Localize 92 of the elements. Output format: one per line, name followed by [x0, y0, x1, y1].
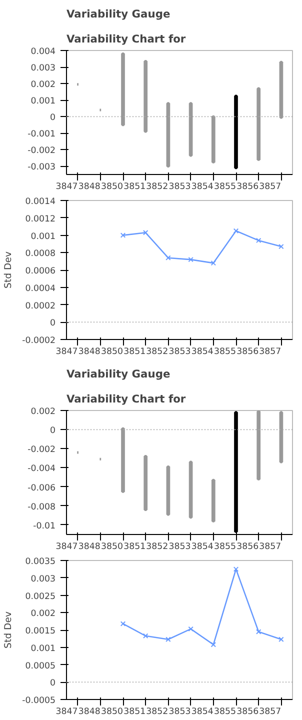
y-tick-label: 0 — [50, 318, 56, 329]
chart-title: Variability Gauge — [66, 368, 170, 380]
x-tick-label: 3855 — [214, 542, 236, 552]
x-tick-label: 3854 — [191, 707, 214, 717]
y-tick-label: 0.001 — [30, 644, 56, 654]
y-tick-label: 0.0008 — [25, 249, 56, 260]
y-tick-label: -0.0005 — [22, 696, 56, 706]
point — [166, 255, 171, 260]
x-tick-label: 3851 — [124, 347, 146, 357]
x-tick-label: 3847 — [56, 542, 78, 552]
y-tick-label: 0.0014 — [25, 197, 56, 207]
x-tick-label: 3855 — [214, 707, 236, 717]
x-tick-label: 3856 — [236, 347, 259, 357]
y-tick-label: 0.002 — [30, 609, 56, 620]
y-tick-label: 0.001 — [30, 96, 56, 107]
y-tick-label: 0.0004 — [25, 284, 56, 294]
x-tick-label: 3857 — [259, 347, 282, 357]
y-axis-title: Std Dev — [3, 611, 14, 648]
y-tick-label: 0.004 — [30, 47, 56, 57]
y-tick-label: -0.006 — [28, 483, 56, 494]
x-tick-label: 3851 — [124, 182, 146, 192]
x-tick-label: 3855 — [214, 347, 236, 357]
point — [233, 566, 239, 572]
x-tick-label: 3848 — [78, 347, 100, 357]
point — [166, 636, 171, 642]
y-tick-label: -0.002 — [28, 146, 56, 156]
y-tick-label: 0.0006 — [25, 266, 56, 276]
y-tick-label: -0.001 — [28, 130, 56, 140]
point — [210, 260, 216, 266]
x-tick-label: 3852 — [146, 707, 168, 717]
y-tick-label: 0.0012 — [25, 214, 56, 224]
y-tick-label: 0 — [50, 426, 56, 436]
y-tick-label: 0.002 — [30, 80, 56, 90]
x-tick-label: 3852 — [146, 347, 168, 357]
x-tick-label: 3853 — [168, 182, 191, 192]
x-tick-label: 3857 — [259, 707, 282, 717]
x-tick-label: 3850 — [100, 707, 123, 717]
point — [233, 228, 239, 234]
y-tick-label: 0.002 — [30, 407, 56, 417]
x-tick-label: 3853 — [168, 542, 191, 552]
x-tick-label: 3856 — [236, 182, 259, 192]
x-tick-label: 3852 — [146, 542, 168, 552]
x-tick-label: 3857 — [259, 182, 282, 192]
y-tick-label: 0.0002 — [25, 301, 56, 312]
x-tick-label: 3848 — [78, 182, 100, 192]
x-tick-label: 3854 — [191, 347, 214, 357]
x-tick-label: 3848 — [78, 542, 100, 552]
y-tick-label: 0 — [50, 113, 56, 124]
x-tick-label: 3857 — [259, 542, 282, 552]
y-tick-label: 0.001 — [30, 232, 56, 242]
x-tick-label: 3851 — [124, 542, 146, 552]
y-tick-label: 0.003 — [30, 64, 56, 74]
y-tick-label: -0.008 — [28, 502, 56, 512]
x-tick-label: 3855 — [214, 182, 236, 192]
x-tick-label: 3848 — [78, 707, 100, 717]
y-tick-label: 0.0035 — [25, 557, 56, 567]
point — [256, 629, 262, 634]
x-tick-label: 3847 — [56, 707, 78, 717]
x-tick-label: 3854 — [191, 542, 214, 552]
chart-subtitle: Variability Chart for — [66, 392, 186, 406]
y-tick-label: -0.003 — [28, 162, 56, 173]
x-tick-label: 3853 — [168, 347, 191, 357]
y-tick-label: -0.004 — [28, 464, 56, 474]
y-tick-label: -0.01 — [33, 521, 56, 532]
point — [142, 230, 148, 236]
x-tick-label: 3850 — [100, 347, 123, 357]
x-tick-label: 3856 — [236, 542, 259, 552]
x-tick-label: 3850 — [100, 542, 123, 552]
y-tick-label: -0.002 — [28, 445, 56, 456]
point — [278, 636, 284, 642]
y-tick-label: 0.0005 — [25, 661, 56, 672]
x-tick-label: 3852 — [146, 182, 168, 192]
point — [256, 238, 262, 244]
point — [188, 256, 194, 262]
x-tick-label: 3851 — [124, 707, 146, 717]
x-tick-label: 3856 — [236, 707, 259, 717]
x-tick-label: 3854 — [191, 182, 214, 192]
x-tick-label: 3850 — [100, 182, 123, 192]
x-tick-label: 3853 — [168, 707, 191, 717]
y-tick-label: 0.003 — [30, 574, 56, 584]
point — [210, 642, 216, 648]
point — [188, 626, 194, 632]
x-tick-label: 3847 — [56, 182, 78, 192]
y-tick-label: 0.0025 — [25, 592, 56, 602]
y-tick-label: -0.0002 — [22, 336, 56, 346]
chart-title: Variability Gauge — [66, 8, 170, 20]
y-tick-label: 0.0015 — [25, 626, 56, 636]
y-axis-title: Std Dev — [3, 251, 14, 288]
chart-subtitle: Variability Chart for — [66, 32, 186, 46]
x-tick-label: 3847 — [56, 347, 78, 357]
y-tick-label: 0 — [50, 678, 56, 689]
point — [142, 633, 148, 639]
